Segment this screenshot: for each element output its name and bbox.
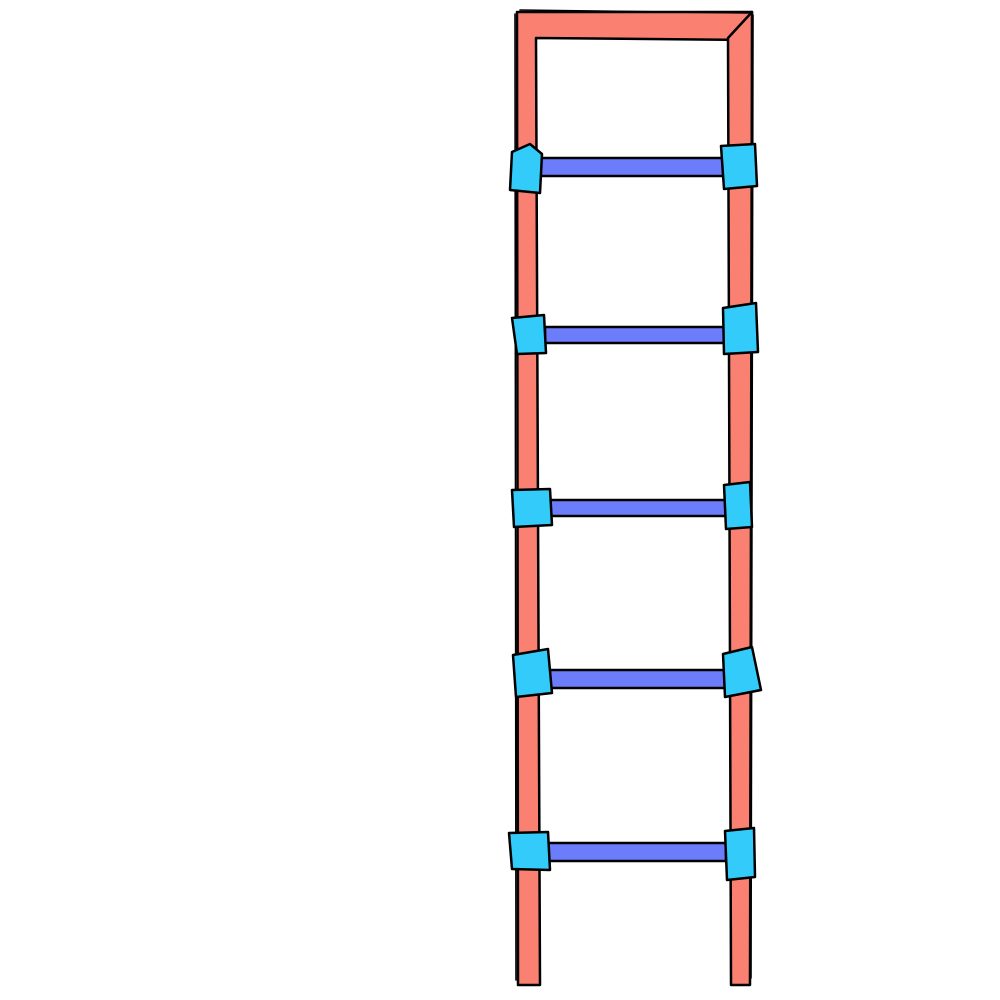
joint-left-3 — [510, 487, 554, 529]
rung-3 — [548, 498, 728, 518]
joint-left-2 — [510, 313, 548, 356]
rung-4 — [548, 668, 728, 690]
right-joints — [719, 142, 763, 882]
rung-2 — [543, 325, 727, 345]
rung-1 — [538, 156, 726, 178]
rung-5 — [546, 841, 728, 863]
joint-right-1 — [719, 142, 759, 191]
joint-left-5 — [507, 830, 552, 872]
rungs — [538, 156, 728, 863]
joint-right-2 — [721, 301, 760, 356]
left-joints — [507, 142, 554, 872]
joint-left-4 — [511, 647, 554, 699]
joint-right-3 — [722, 480, 754, 531]
joint-left-1 — [508, 142, 544, 195]
joint-right-4 — [721, 645, 763, 699]
joint-right-5 — [723, 826, 757, 882]
